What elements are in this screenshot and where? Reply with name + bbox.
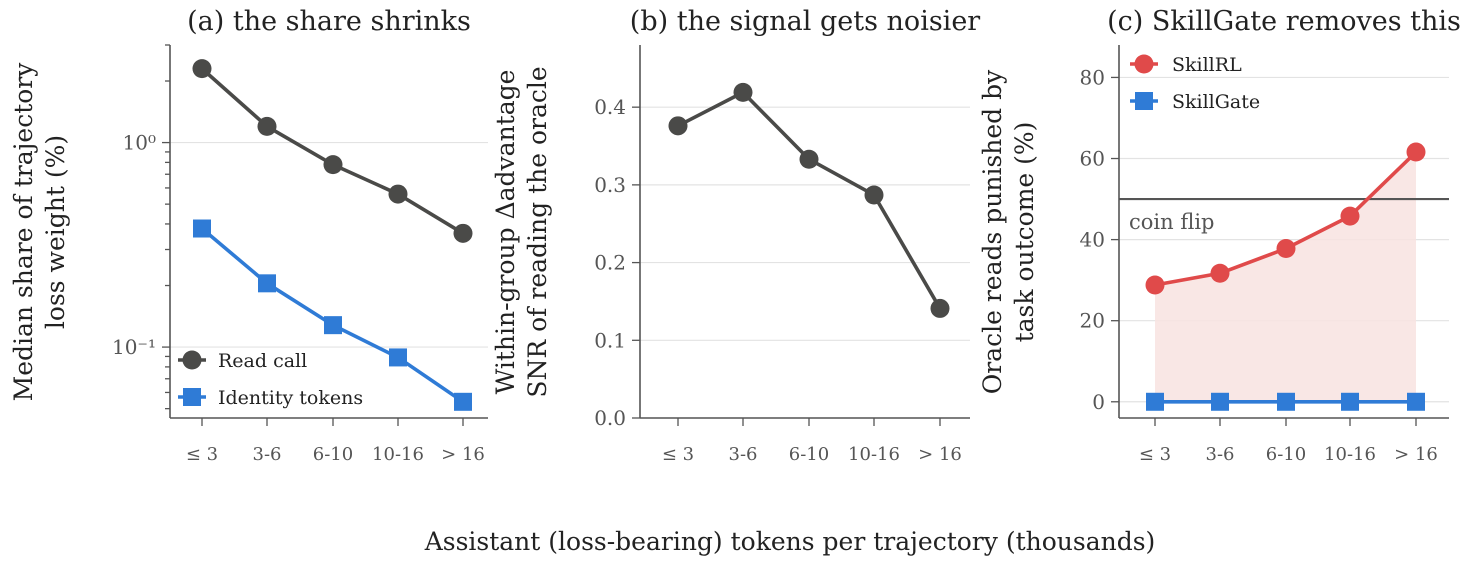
data-point [1341,392,1359,411]
data-point [388,184,408,204]
x-tick-label: 6-10 [313,444,353,465]
x-tick-label: 10-16 [372,444,424,465]
panel-title: (a) the share shrinks [187,6,471,37]
legend-marker [1135,92,1153,110]
legend-label: SkillRL [1172,54,1242,76]
x-tick-label: 10-16 [1324,444,1376,465]
x-axis-label: Assistant (loss-bearing) tokens per traj… [424,527,1156,556]
legend-marker [183,388,201,406]
y-tick-label: 10⁰ [123,131,156,155]
series-line [677,90,942,310]
data-point [454,392,472,411]
y-tick-label: 80 [1080,65,1105,89]
data-point [1340,206,1360,226]
x-tick-label: > 16 [918,444,962,465]
y-tick-label: 20 [1080,309,1105,333]
panel-title: (b) the signal gets noisier [630,6,981,37]
y-axis-label: Within-group Δadvantage [491,70,520,395]
data-point [799,149,819,169]
y-axis-label: loss weight (%) [41,135,70,329]
x-tick-label: 3-6 [1206,444,1235,465]
series-line [200,67,464,235]
data-point [193,219,211,238]
legend-marker [1134,54,1154,74]
data-point [1277,392,1295,411]
panel-3: coin flip 0 20 40 60 80 ≤ 3 3-6 6-10 10-16 > 16 (c)… [978,6,1461,465]
y-tick-label: 0.4 [594,95,626,119]
x-tick-label: > 16 [441,444,485,465]
x-tick-label: ≤ 3 [662,444,694,465]
data-point [453,223,473,243]
data-point [668,116,688,136]
coin-flip-label: coin flip [1129,210,1215,234]
data-point [1211,392,1229,411]
y-tick-label: 10⁻¹ [112,335,156,359]
y-axis-label: task outcome (%) [1010,122,1039,343]
x-tick-label: ≤ 3 [186,444,218,465]
data-point [864,185,884,205]
y-tick-label: 0.1 [594,328,626,352]
data-point [257,116,277,136]
data-point [192,59,212,79]
data-point [324,316,342,335]
panel-title: (c) SkillGate removes this [1107,6,1461,37]
x-tick-label: > 16 [1394,444,1438,465]
data-point [930,298,950,318]
panel-1: 10⁰ 10⁻¹ ≤ 3 3-6 6-10 10-16 > 16 (a) the share … [9,6,488,465]
y-tick-label: 40 [1080,228,1105,252]
data-point [1145,275,1165,295]
data-point [1407,392,1425,411]
panel-2: 0.0 0.1 0.2 0.3 0.4 ≤ 3 3-6 6-10 10-16 > 16 (b) th… [491,6,980,465]
series-area-fill [1155,152,1416,402]
data-point [1146,392,1164,411]
x-tick-label: 3-6 [729,444,758,465]
y-tick-label: 0.0 [594,406,626,430]
data-point [733,82,753,102]
legend-marker [182,350,202,370]
x-tick-label: ≤ 3 [1139,444,1171,465]
x-tick-label: 6-10 [1266,444,1306,465]
x-tick-label: 6-10 [789,444,829,465]
data-point [1210,263,1230,283]
y-axis-label: Oracle reads punished by [978,69,1007,394]
data-point [258,274,276,293]
x-tick-label: 10-16 [848,444,900,465]
y-tick-label: 0.3 [594,173,626,197]
y-tick-label: 0 [1092,390,1105,414]
x-tick-label: 3-6 [253,444,282,465]
data-point [323,155,343,175]
legend-label: SkillGate [1172,91,1260,113]
legend-label: Read call [218,350,307,372]
data-point [389,348,407,367]
series-line [200,227,465,404]
y-axis-label: Median share of trajectory [9,62,38,402]
data-point [1406,142,1426,162]
y-axis-label: SNR of reading the oracle [523,66,552,397]
legend-label: Identity tokens [218,387,363,409]
data-point [1276,239,1296,259]
y-tick-label: 0.2 [594,251,626,275]
y-tick-label: 60 [1080,147,1105,171]
